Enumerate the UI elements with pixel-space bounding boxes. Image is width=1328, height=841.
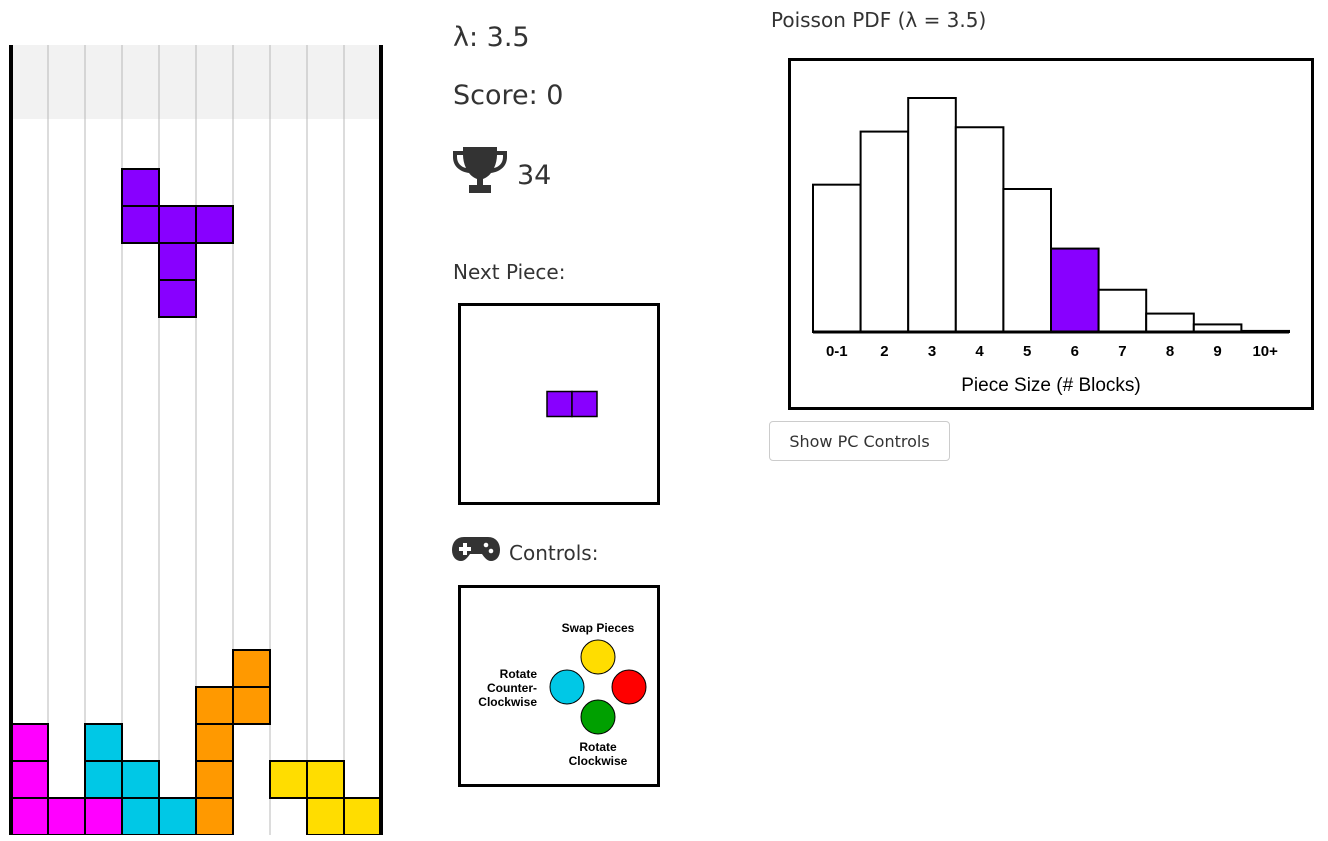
stacked-block	[47, 797, 86, 835]
stacked-block	[121, 797, 160, 835]
chart-bar-6	[1050, 247, 1100, 333]
stacked-block	[306, 760, 345, 799]
rotate-ccw-label-2: Counter-	[487, 681, 537, 695]
x-tick-label: 2	[880, 343, 888, 360]
falling-block	[121, 168, 160, 207]
swap-pieces-label: Swap Pieces	[562, 621, 635, 635]
rotate-cw-button	[580, 699, 616, 735]
next-piece-preview	[458, 303, 660, 505]
x-tick-label: 4	[975, 343, 984, 360]
score-label: Score: 0	[453, 80, 564, 111]
stacked-block	[10, 797, 49, 835]
gamepad-icon	[452, 537, 500, 561]
stacked-block	[195, 760, 234, 799]
x-tick-label: 5	[1023, 343, 1031, 360]
chart-title: Poisson PDF (λ = 3.5)	[771, 8, 987, 32]
lambda-label: λ: 3.5	[453, 22, 530, 53]
next-piece-block	[571, 390, 598, 418]
right-button	[611, 669, 647, 705]
stacked-block	[232, 686, 271, 725]
chart-bar-2	[859, 130, 910, 334]
falling-block	[121, 205, 160, 244]
x-tick-label: 7	[1118, 343, 1126, 360]
stacked-block	[232, 649, 271, 688]
stacked-block	[10, 760, 49, 799]
chart-bar-5	[1002, 188, 1052, 333]
rotate-ccw-label-3: Clockwise	[478, 695, 537, 709]
stacked-block	[121, 760, 160, 799]
stacked-block	[195, 686, 234, 725]
chart-bar-0-1	[812, 183, 862, 333]
x-tick-label: 10+	[1252, 343, 1278, 360]
falling-block	[158, 242, 197, 281]
swap-button	[580, 639, 616, 675]
chart-bar-8	[1145, 312, 1195, 333]
stacked-block	[84, 723, 123, 762]
controls-diagram: Swap Pieces Rotate Counter- Clockwise Ro…	[458, 585, 660, 787]
stacked-block	[158, 797, 197, 835]
stacked-block	[343, 797, 382, 835]
best-score: 34	[517, 160, 552, 191]
x-tick-label: 6	[1071, 343, 1079, 360]
next-piece-label: Next Piece:	[453, 260, 566, 284]
falling-block	[158, 205, 197, 244]
x-axis-label: Piece Size (# Blocks)	[961, 375, 1141, 396]
controls-label: Controls:	[509, 541, 599, 565]
falling-block	[195, 205, 234, 244]
stacked-block	[269, 760, 308, 799]
rotate-cw-label-2: Clockwise	[569, 754, 628, 768]
x-tick-label: 3	[928, 343, 936, 360]
poisson-chart: 0-1 2 3 4 5 6 7 8 9 10+ Piece Size (# Blocks)	[788, 58, 1314, 410]
chart-bar-7	[1097, 288, 1148, 333]
x-tick-label: 0-1	[826, 343, 848, 360]
stacked-block	[306, 797, 345, 835]
stacked-block	[195, 797, 234, 835]
falling-block	[158, 279, 197, 318]
trophy-icon	[453, 147, 507, 193]
x-tick-label: 9	[1213, 343, 1221, 360]
stacked-block	[10, 723, 49, 762]
chart-bar-4	[954, 126, 1005, 333]
x-tick-label: 8	[1166, 343, 1174, 360]
rotate-ccw-label-1: Rotate	[500, 667, 538, 681]
chart-bar-3	[907, 97, 957, 333]
show-pc-controls-button[interactable]: Show PC Controls	[769, 421, 950, 461]
rotate-ccw-button	[549, 669, 585, 705]
rotate-cw-label-1: Rotate	[579, 740, 617, 754]
game-board	[9, 45, 383, 835]
stacked-block	[84, 760, 123, 799]
stacked-block	[195, 723, 234, 762]
stacked-block	[84, 797, 123, 835]
next-piece-block	[546, 390, 573, 418]
